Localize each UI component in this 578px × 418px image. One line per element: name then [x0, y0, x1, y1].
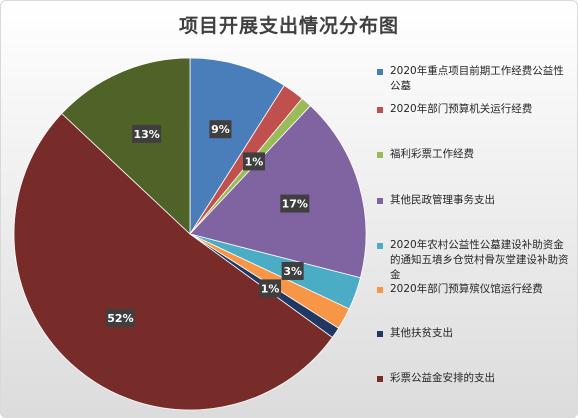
pie-slice	[189, 57, 285, 236]
legend-label: 福利彩票工作经费	[390, 148, 474, 160]
legend-swatch	[377, 376, 383, 382]
legend-swatch	[377, 243, 383, 249]
legend-swatch	[377, 198, 383, 204]
chart-title: 项目开展支出情况分布图	[178, 15, 399, 37]
legend-swatch	[377, 107, 383, 113]
data-label: 1%	[261, 282, 280, 295]
data-label: 9%	[211, 123, 230, 136]
pie-slice	[13, 112, 333, 411]
legend-label: 2020年部门预算机关运行经费	[390, 103, 533, 115]
legend-label: 其他扶贫支出	[390, 327, 453, 339]
data-label-box	[132, 124, 162, 143]
data-label: 52%	[107, 312, 133, 325]
data-label-box	[209, 120, 232, 139]
data-label: 3%	[283, 265, 302, 278]
legend-swatch	[377, 69, 383, 75]
data-label: 13%	[133, 128, 159, 141]
legend-label: 2020年农村公益性公墓建设补助资金的通知五墳乡仓觉村骨灰堂建设补助资金	[390, 239, 569, 281]
legend-label: 2020年重点项目前期工作经费公益性公墓	[390, 65, 564, 92]
data-label-box	[243, 152, 266, 171]
data-label-box	[105, 309, 135, 328]
legend-label: 彩票公益金安排的支出	[390, 372, 495, 384]
legend-swatch	[377, 331, 383, 337]
data-label-box	[281, 261, 304, 280]
data-label-box	[280, 194, 310, 213]
pie-slice	[61, 57, 191, 235]
legend-swatch	[377, 152, 383, 158]
legend-swatch	[377, 287, 383, 293]
data-label: 17%	[282, 198, 308, 211]
legend-label: 其他民政管理事务支出	[390, 194, 495, 206]
legend-label: 2020年部门预算殡仪馆运行经费	[390, 283, 543, 295]
data-label-box	[259, 279, 282, 298]
pie-slice	[189, 105, 367, 279]
data-label: 1%	[245, 155, 264, 168]
